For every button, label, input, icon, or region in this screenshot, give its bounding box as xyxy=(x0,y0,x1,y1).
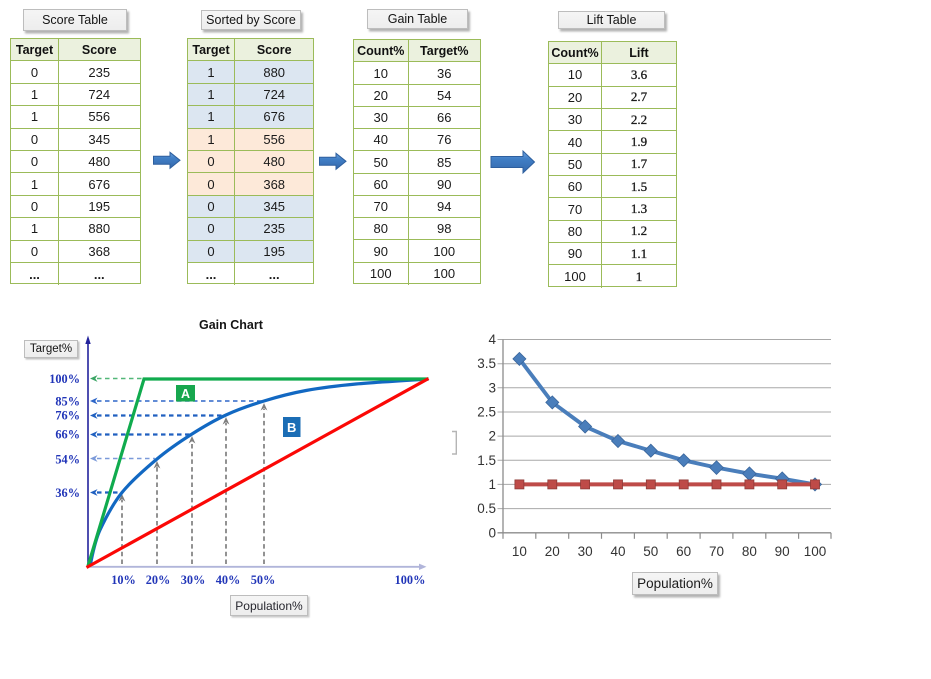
svg-text:100%: 100% xyxy=(49,372,80,386)
svg-text:36%: 36% xyxy=(55,486,80,500)
svg-text:10%: 10% xyxy=(111,573,136,587)
svg-text:66%: 66% xyxy=(55,428,80,442)
svg-text:50%: 50% xyxy=(251,573,276,587)
svg-text:70: 70 xyxy=(709,544,724,559)
svg-text:2: 2 xyxy=(488,429,496,444)
svg-text:40: 40 xyxy=(610,544,625,559)
svg-text:80: 80 xyxy=(742,544,757,559)
svg-text:3: 3 xyxy=(488,380,496,395)
svg-text:50: 50 xyxy=(643,544,658,559)
svg-text:4: 4 xyxy=(488,332,496,347)
svg-text:100: 100 xyxy=(804,544,827,559)
svg-text:40%: 40% xyxy=(216,573,241,587)
svg-text:30: 30 xyxy=(578,544,593,559)
svg-text:30%: 30% xyxy=(181,573,206,587)
svg-text:90: 90 xyxy=(775,544,790,559)
svg-text:76%: 76% xyxy=(55,409,80,423)
svg-text:2.5: 2.5 xyxy=(477,405,496,420)
svg-text:54%: 54% xyxy=(55,453,80,467)
svg-text:10: 10 xyxy=(512,544,527,559)
svg-text:0: 0 xyxy=(488,525,496,540)
svg-text:85%: 85% xyxy=(55,395,80,409)
svg-text:20%: 20% xyxy=(146,573,171,587)
svg-text:B: B xyxy=(287,420,296,435)
svg-text:20: 20 xyxy=(545,544,560,559)
svg-text:60: 60 xyxy=(676,544,691,559)
svg-text:1: 1 xyxy=(488,477,496,492)
svg-text:0.5: 0.5 xyxy=(477,501,496,516)
svg-text:A: A xyxy=(181,387,190,401)
svg-text:100%: 100% xyxy=(395,573,426,587)
svg-text:3.5: 3.5 xyxy=(477,356,496,371)
svg-text:1.5: 1.5 xyxy=(477,453,496,468)
